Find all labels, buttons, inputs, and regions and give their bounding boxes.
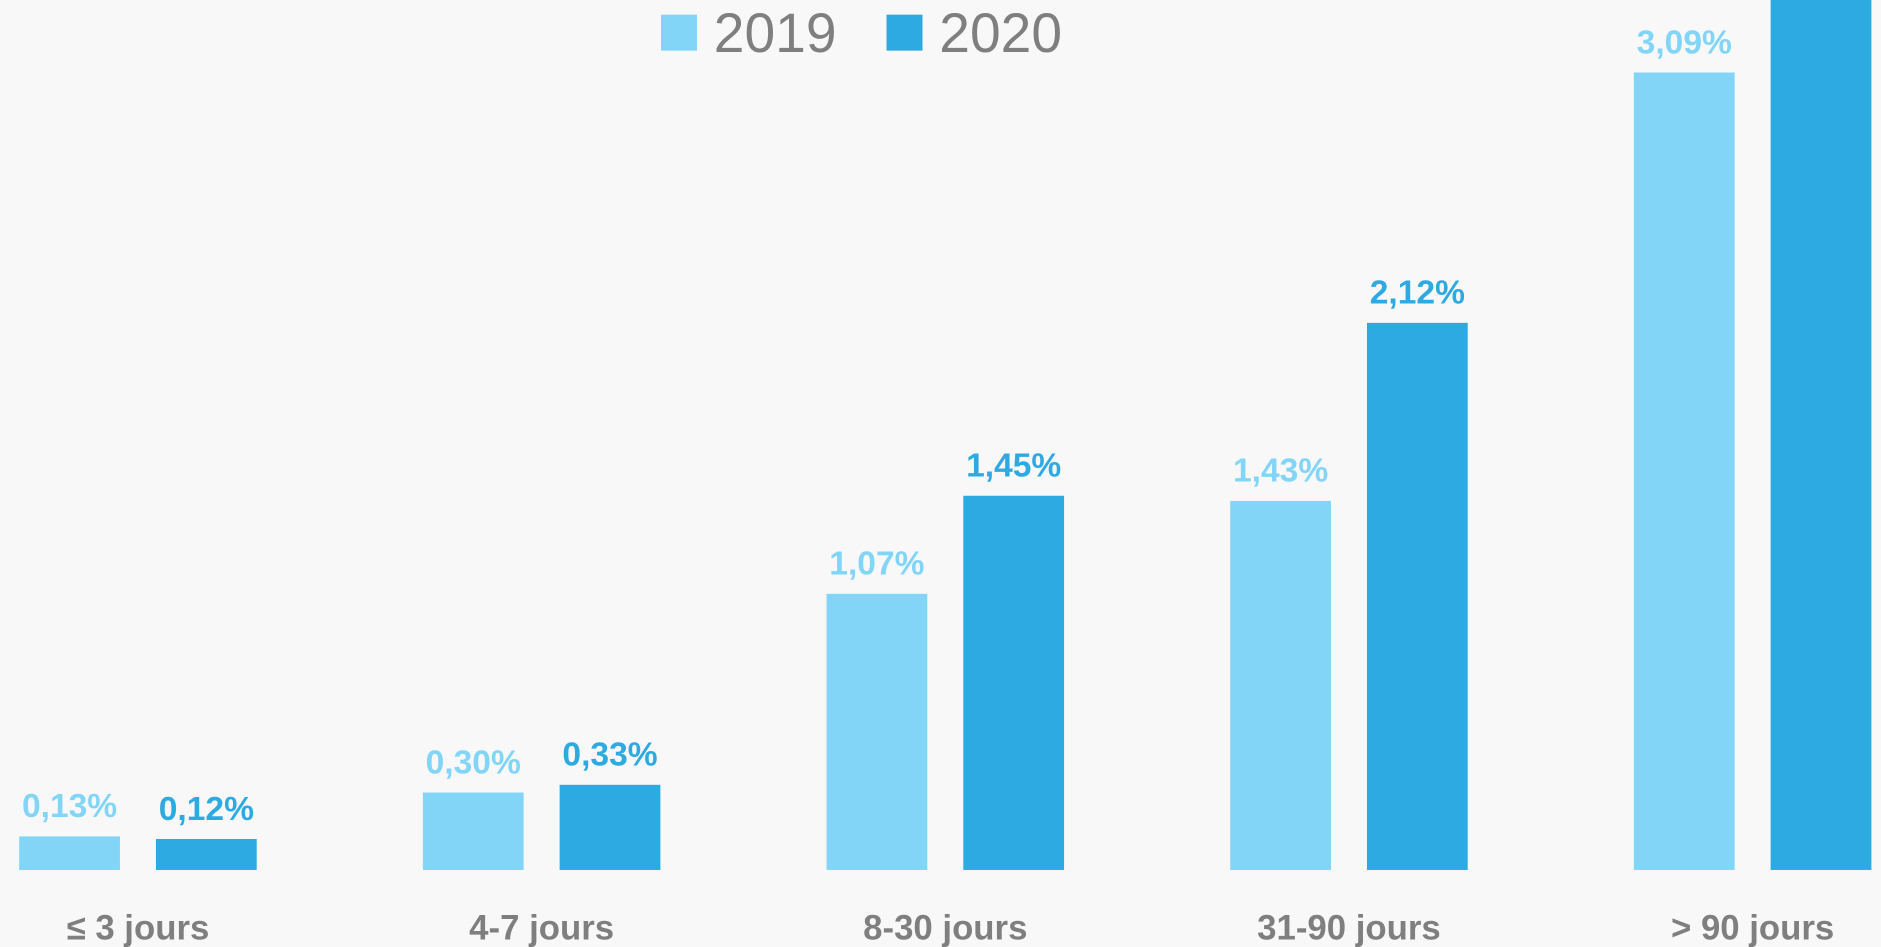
bar — [559, 784, 661, 870]
x-tick-label: > 90 jours — [1671, 910, 1834, 947]
bar — [19, 836, 120, 870]
legend-swatch — [660, 14, 697, 51]
value-label: 1,43% — [1233, 453, 1328, 490]
legend-label: 2020 — [939, 2, 1062, 64]
value-label: 0,33% — [562, 737, 657, 774]
x-tick-label: ≤ 3 jours — [67, 910, 210, 947]
bar — [1230, 500, 1331, 870]
x-tick-label: 31-90 jours — [1257, 910, 1441, 947]
bar — [155, 839, 257, 870]
bar — [422, 792, 524, 870]
value-label: 0,13% — [22, 788, 117, 825]
bar — [826, 593, 928, 870]
x-tick-label: 4-7 jours — [469, 910, 614, 947]
value-label: 1,07% — [829, 546, 924, 583]
bar — [963, 495, 1065, 870]
bar — [1633, 72, 1735, 870]
legend-label: 2019 — [714, 2, 837, 64]
value-label: 3,09% — [1637, 24, 1732, 61]
value-label: 0,30% — [426, 744, 521, 781]
value-label: 1,45% — [966, 448, 1061, 485]
bar — [1770, 0, 1872, 870]
value-label: 0,12% — [159, 791, 254, 828]
x-tick-label: 8-30 jours — [863, 910, 1027, 947]
bar — [1366, 322, 1468, 870]
value-label: 2,12% — [1370, 275, 1465, 312]
legend-swatch — [886, 14, 923, 51]
